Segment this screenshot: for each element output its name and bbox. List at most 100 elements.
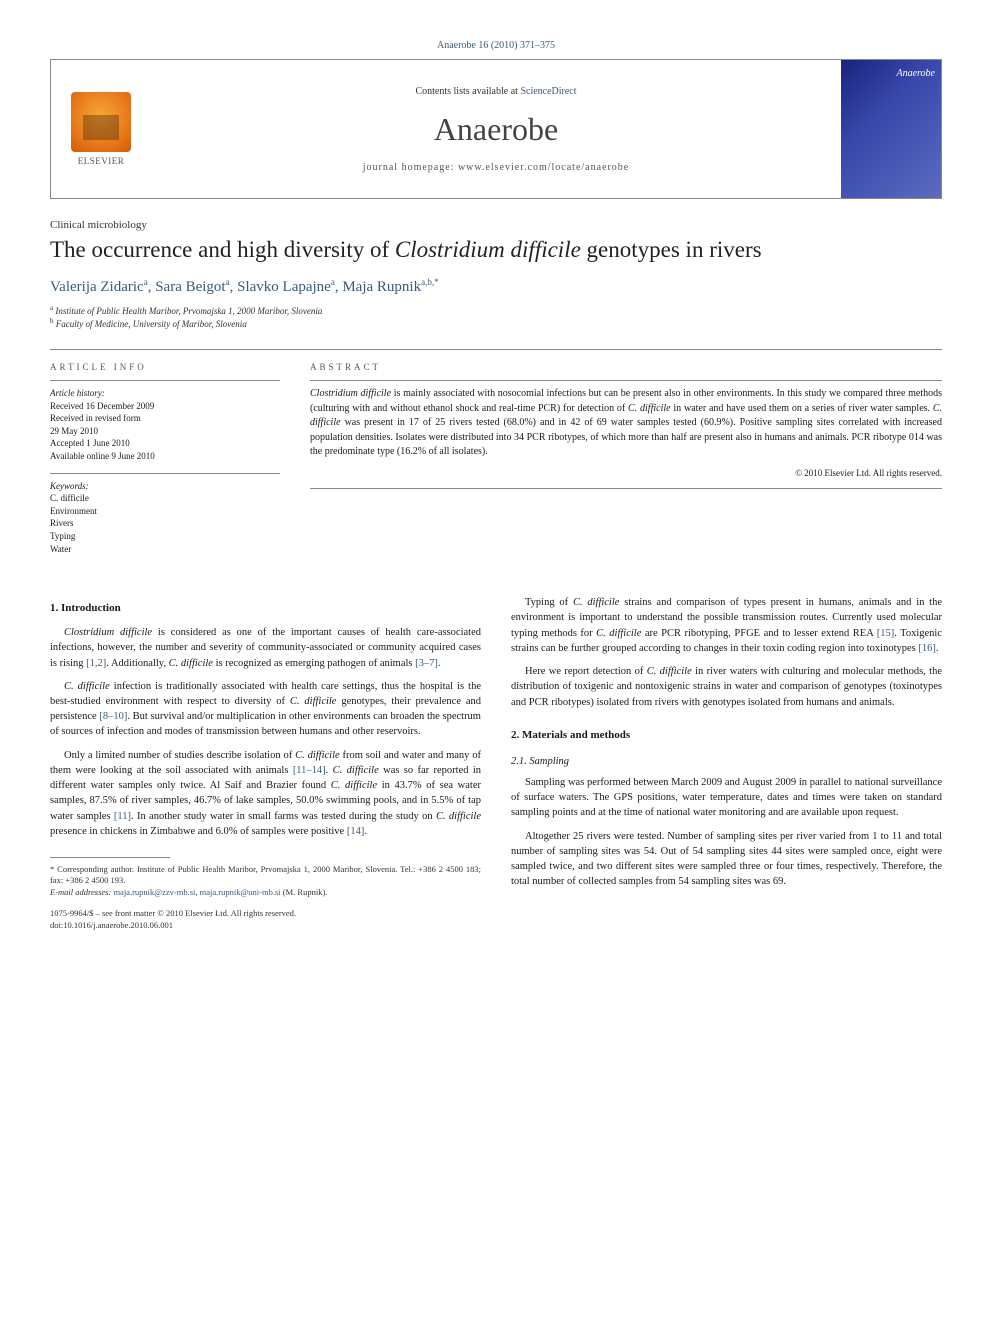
body-columns: 1. Introduction Clostridium difficile is… [50, 595, 942, 931]
text: Only a limited number of studies describ… [64, 750, 295, 761]
affiliation: b Faculty of Medicine, University of Mar… [50, 317, 942, 331]
ref-link[interactable]: [11–14] [293, 765, 326, 776]
doi-block: 1075-9964/$ – see front matter © 2010 El… [50, 908, 481, 931]
author: Valerija Zidaric [50, 279, 144, 295]
keyword: Rivers [50, 517, 280, 530]
species: C. difficile [295, 750, 340, 761]
author-aff: a,b,* [421, 277, 439, 287]
ref-link[interactable]: [14] [347, 826, 365, 837]
species: C. difficile [331, 780, 377, 791]
abs-seg: was present in 17 of 25 rivers tested (6… [310, 417, 942, 457]
keyword: Environment [50, 505, 280, 518]
homepage-label: journal homepage: [363, 162, 458, 173]
author: Slavko Lapajne [237, 279, 331, 295]
paragraph: Clostridium difficile is considered as o… [50, 625, 481, 671]
ref-link[interactable]: [3–7] [415, 658, 438, 669]
aff-sup: b [50, 317, 54, 325]
corr-text: * Corresponding author. Institute of Pub… [50, 864, 481, 887]
history-label: Article history: [50, 387, 280, 400]
history-line: Received 16 December 2009 [50, 400, 280, 413]
text: Here we report detection of [525, 666, 647, 677]
aff-text: Faculty of Medicine, University of Marib… [56, 319, 247, 329]
abstract: ABSTRACT Clostridium difficile is mainly… [310, 362, 942, 565]
section-heading: 2. Materials and methods [511, 728, 942, 744]
species: C. difficile [290, 696, 337, 707]
keyword: Typing [50, 530, 280, 543]
text: . [438, 658, 441, 669]
page-root: Anaerobe 16 (2010) 371–375 ELSEVIER Cont… [0, 0, 992, 971]
email-suffix: (M. Rupnik). [281, 887, 328, 897]
ref-link[interactable]: [8–10] [99, 711, 127, 722]
column-left: 1. Introduction Clostridium difficile is… [50, 595, 481, 931]
elsevier-tree-icon [71, 92, 131, 152]
text: . Additionally, [106, 658, 168, 669]
aff-text: Institute of Public Health Maribor, Prvo… [55, 306, 322, 316]
cover-title: Anaerobe [896, 68, 935, 79]
abs-seg: Clostridium difficile [310, 388, 391, 399]
copyright: © 2010 Elsevier Ltd. All rights reserved… [310, 468, 942, 478]
contents-prefix: Contents lists available at [415, 86, 520, 97]
abstract-heading: ABSTRACT [310, 362, 942, 372]
author-aff: a [226, 277, 230, 287]
aff-sup: a [50, 304, 53, 312]
divider [310, 488, 942, 489]
title-pre: The occurrence and high diversity of [50, 237, 395, 262]
contents-line: Contents lists available at ScienceDirec… [415, 86, 576, 97]
affiliations: a Institute of Public Health Maribor, Pr… [50, 304, 942, 331]
header-center: Contents lists available at ScienceDirec… [151, 60, 841, 198]
ref-link[interactable]: [1,2] [86, 658, 106, 669]
species: C. difficile [647, 666, 692, 677]
text: are PCR ribotyping, PFGE and to lesser e… [641, 628, 876, 639]
keywords-block: Keywords: C. difficile Environment River… [50, 473, 280, 556]
ref-link[interactable]: [11] [114, 811, 131, 822]
author-aff: a [144, 277, 148, 287]
history-line: Received in revised form [50, 412, 280, 425]
keyword: C. difficile [50, 492, 280, 505]
text: is recognized as emerging pathogen of an… [213, 658, 415, 669]
ref-link[interactable]: [15] [877, 628, 895, 639]
email-label: E-mail addresses: [50, 887, 113, 897]
article-title: The occurrence and high diversity of Clo… [50, 235, 942, 265]
paragraph: Typing of C. difficile strains and compa… [511, 595, 942, 656]
text: . [936, 643, 939, 654]
author: Sara Beigot [155, 279, 225, 295]
email-link[interactable]: maja.rupnik@zzv-mb.si [113, 887, 195, 897]
doi-line: doi:10.1016/j.anaerobe.2010.06.001 [50, 920, 481, 931]
info-heading: ARTICLE INFO [50, 362, 280, 372]
correspondence-footnote: * Corresponding author. Institute of Pub… [50, 864, 481, 898]
footnote-divider [50, 857, 170, 858]
species: C. difficile [64, 681, 110, 692]
author: Maja Rupnik [342, 279, 421, 295]
paragraph: Only a limited number of studies describ… [50, 748, 481, 839]
species: C. difficile [169, 658, 213, 669]
author-aff: a [331, 277, 335, 287]
history-line: Accepted 1 June 2010 [50, 437, 280, 450]
keywords-label: Keywords: [50, 480, 280, 493]
email-link[interactable]: maja.rupnik@uni-mb.si [200, 887, 281, 897]
info-abstract-row: ARTICLE INFO Article history: Received 1… [50, 362, 942, 565]
title-species: Clostridium difficile [395, 237, 581, 262]
paragraph: C. difficile infection is traditionally … [50, 679, 481, 740]
abstract-text: Clostridium difficile is mainly associat… [310, 380, 942, 460]
history-line: 29 May 2010 [50, 425, 280, 438]
homepage-line: journal homepage: www.elsevier.com/locat… [363, 162, 630, 173]
species: C. difficile [436, 811, 481, 822]
history-block: Article history: Received 16 December 20… [50, 380, 280, 463]
paragraph: Altogether 25 rivers were tested. Number… [511, 829, 942, 890]
abs-seg: in water and have used them on a series … [671, 403, 933, 414]
text: Typing of [525, 597, 573, 608]
text: . [326, 765, 333, 776]
species: C. difficile [573, 597, 620, 608]
text: presence in chickens in Zimbabwe and 6.0… [50, 826, 347, 837]
subsection-heading: 2.1. Sampling [511, 754, 942, 769]
paragraph: Here we report detection of C. difficile… [511, 664, 942, 710]
sciencedirect-link[interactable]: ScienceDirect [520, 86, 576, 97]
email-line: E-mail addresses: maja.rupnik@zzv-mb.si,… [50, 887, 481, 898]
homepage-url[interactable]: www.elsevier.com/locate/anaerobe [458, 162, 629, 173]
ref-link[interactable]: [16] [918, 643, 936, 654]
journal-cover-thumb: Anaerobe [841, 60, 941, 198]
journal-header: ELSEVIER Contents lists available at Sci… [50, 59, 942, 199]
paragraph: Sampling was performed between March 200… [511, 775, 942, 821]
author-list: Valerija Zidarica, Sara Beigota, Slavko … [50, 277, 942, 296]
article-type: Clinical microbiology [50, 219, 942, 231]
